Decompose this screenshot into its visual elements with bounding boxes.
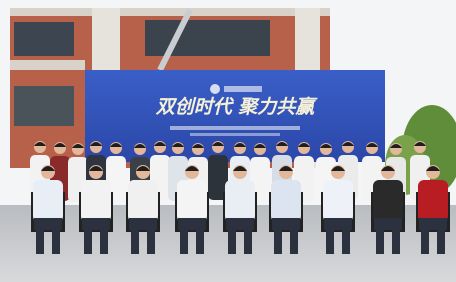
person-body: [128, 180, 158, 222]
window: [145, 20, 270, 56]
person-body: [323, 180, 353, 222]
person-body: [81, 180, 111, 222]
person-shin: [392, 228, 400, 254]
person-shin: [421, 228, 429, 254]
person-body: [177, 180, 207, 222]
person-shin: [376, 228, 384, 254]
person-shin: [437, 228, 445, 254]
person-shin: [290, 228, 298, 254]
banner-logo-text: [224, 86, 262, 92]
person-body: [418, 180, 448, 222]
page: 双创时代 聚力共赢 (() => { const data = JSON.par…: [0, 0, 456, 282]
person-shin: [131, 228, 139, 254]
person-body: [33, 180, 63, 222]
person-body: [225, 180, 255, 222]
person-shin: [228, 228, 236, 254]
person-shin: [342, 228, 350, 254]
person-body: [373, 180, 403, 222]
person-shin: [274, 228, 282, 254]
person-shin: [36, 228, 44, 254]
window: [14, 22, 74, 56]
window: [14, 86, 74, 126]
banner-subtitle: [170, 126, 300, 130]
banner-logo: [210, 84, 220, 94]
person-shin: [100, 228, 108, 254]
ledge: [10, 60, 85, 70]
person-body: [271, 180, 301, 222]
person-shin: [196, 228, 204, 254]
group-photo: 双创时代 聚力共赢: [0, 0, 456, 282]
person-shin: [326, 228, 334, 254]
person-shin: [147, 228, 155, 254]
person-shin: [84, 228, 92, 254]
building-trim: [10, 8, 330, 16]
person-shin: [180, 228, 188, 254]
person-shin: [52, 228, 60, 254]
banner-slogan: 双创时代 聚力共赢: [155, 96, 319, 118]
banner-subtitle: [190, 133, 280, 136]
person-shin: [244, 228, 252, 254]
